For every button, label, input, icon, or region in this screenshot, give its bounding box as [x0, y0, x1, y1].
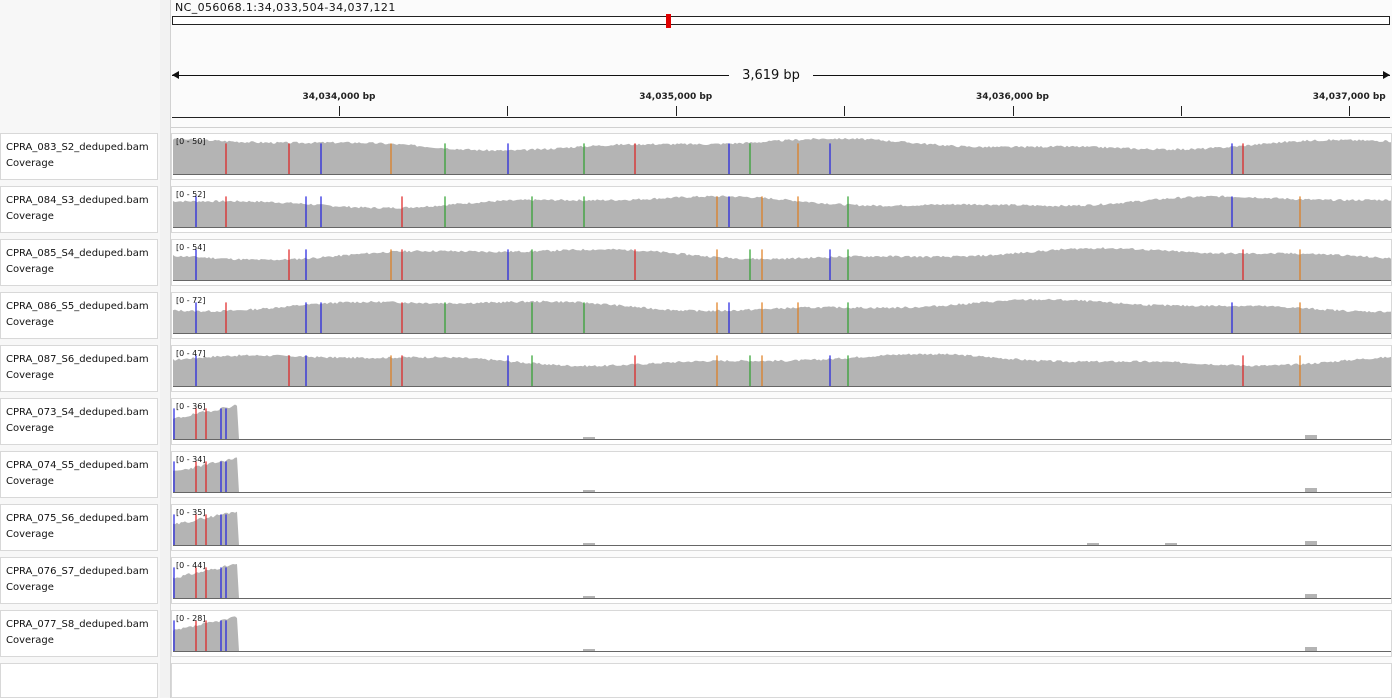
- coverage-blip: [583, 649, 595, 651]
- locus-label: NC_056068.1:34,033,504-34,037,121: [175, 1, 396, 14]
- empty-name-area: [0, 663, 158, 698]
- track-name-row[interactable]: CPRA_074_S5_deduped.bam Coverage: [0, 451, 158, 498]
- coverage-blip: [1305, 594, 1317, 598]
- track-name-row[interactable]: CPRA_085_S4_deduped.bam Coverage: [0, 239, 158, 286]
- track-name-label: CPRA_073_S4_deduped.bam Coverage: [6, 407, 149, 434]
- coverage-track[interactable]: [0 - 35]: [171, 504, 1392, 551]
- coverage-track[interactable]: [0 - 28]: [171, 610, 1392, 657]
- data-range-label: [0 - 36]: [176, 402, 206, 411]
- track-name-label: CPRA_086_S5_deduped.bam Coverage: [6, 301, 149, 328]
- data-range-label: [0 - 72]: [176, 296, 206, 305]
- coverage-plot: [173, 564, 1391, 599]
- coverage-area: [173, 195, 1391, 227]
- coverage-plot: [173, 457, 1391, 493]
- ruler-tick: [844, 106, 846, 116]
- coverage-track[interactable]: [0 - 50]: [171, 133, 1392, 180]
- coverage-blip: [583, 490, 595, 492]
- ruler-tick-label: 34,036,000 bp: [976, 92, 1049, 102]
- track-name-label: CPRA_084_S3_deduped.bam Coverage: [6, 195, 149, 222]
- data-range-label: [0 - 50]: [176, 137, 206, 146]
- ruler-tick-label: 34,037,000 bp: [1312, 92, 1386, 102]
- coverage-blip: [1165, 543, 1177, 545]
- coverage-plot: [173, 353, 1391, 387]
- coverage-plot: [173, 138, 1391, 175]
- coverage-blip: [1305, 647, 1317, 651]
- track-name-row[interactable]: CPRA_076_S7_deduped.bam Coverage: [0, 557, 158, 604]
- coverage-plot: [173, 404, 1391, 440]
- coverage-track[interactable]: [0 - 47]: [171, 345, 1392, 392]
- ruler-baseline: [172, 117, 1390, 118]
- data-range-label: [0 - 44]: [176, 561, 206, 570]
- track-name-label: CPRA_083_S2_deduped.bam Coverage: [6, 142, 149, 169]
- coverage-plot: [173, 298, 1391, 334]
- coverage-area: [173, 616, 1391, 651]
- coverage-blip: [583, 596, 595, 598]
- right-arrow-icon: [1383, 71, 1390, 79]
- coverage-plot: [173, 511, 1391, 546]
- track-name-row[interactable]: CPRA_075_S6_deduped.bam Coverage: [0, 504, 158, 551]
- coverage-blip: [583, 437, 595, 439]
- coverage-plot: [173, 247, 1391, 281]
- data-range-label: [0 - 28]: [176, 614, 206, 623]
- track-name-row[interactable]: CPRA_083_S2_deduped.bam Coverage: [0, 133, 158, 180]
- data-range-label: [0 - 35]: [176, 508, 206, 517]
- data-panel: NC_056068.1:34,033,504-34,037,121 3,619 …: [171, 0, 1392, 698]
- ruler-tick: [1349, 106, 1351, 116]
- coverage-blip: [1305, 488, 1317, 492]
- track-name-label: CPRA_076_S7_deduped.bam Coverage: [6, 566, 149, 593]
- ruler-tick: [507, 106, 509, 116]
- coverage-blip: [1305, 435, 1317, 439]
- coverage-track[interactable]: [0 - 34]: [171, 451, 1392, 498]
- ruler-tick: [339, 106, 341, 116]
- current-region-marker: [666, 14, 671, 28]
- ruler-tick: [1180, 106, 1182, 116]
- track-name-label: CPRA_085_S4_deduped.bam Coverage: [6, 248, 149, 275]
- coverage-track[interactable]: [0 - 72]: [171, 292, 1392, 339]
- ruler-tick-label: 34,035,000 bp: [639, 92, 713, 102]
- chromosome-ideogram[interactable]: [172, 14, 1390, 28]
- data-range-label: [0 - 54]: [176, 243, 206, 252]
- data-range-label: [0 - 34]: [176, 455, 206, 464]
- track-name-row[interactable]: CPRA_087_S6_deduped.bam Coverage: [0, 345, 158, 392]
- ruler-tick: [675, 106, 677, 116]
- empty-track-area: [171, 663, 1392, 698]
- left-arrow-icon: [172, 71, 179, 79]
- track-name-label: CPRA_075_S6_deduped.bam Coverage: [6, 513, 149, 540]
- track-name-row[interactable]: CPRA_077_S8_deduped.bam Coverage: [0, 610, 158, 657]
- panel-divider[interactable]: [160, 0, 171, 698]
- coverage-area: [173, 353, 1391, 386]
- ruler-tick-label: 34,034,000 bp: [302, 92, 376, 102]
- coverage-area: [173, 564, 1391, 598]
- coverage-plot: [173, 616, 1391, 652]
- track-name-row[interactable]: CPRA_073_S4_deduped.bam Coverage: [0, 398, 158, 445]
- coverage-blip: [1087, 543, 1099, 545]
- data-range-label: [0 - 47]: [176, 349, 206, 358]
- coverage-area: [173, 247, 1391, 280]
- track-name-label: CPRA_074_S5_deduped.bam Coverage: [6, 460, 149, 487]
- coverage-track[interactable]: [0 - 36]: [171, 398, 1392, 445]
- data-range-label: [0 - 52]: [176, 190, 206, 199]
- coverage-area: [173, 298, 1391, 333]
- track-name-row[interactable]: CPRA_084_S3_deduped.bam Coverage: [0, 186, 158, 233]
- span-label: 3,619 bp: [729, 68, 813, 83]
- coverage-plot: [173, 195, 1391, 228]
- coverage-blip: [1305, 541, 1317, 545]
- track-name-label: CPRA_087_S6_deduped.bam Coverage: [6, 354, 149, 381]
- coverage-track[interactable]: [0 - 54]: [171, 239, 1392, 286]
- coverage-track[interactable]: [0 - 44]: [171, 557, 1392, 604]
- coverage-area: [173, 138, 1391, 174]
- track-name-label: CPRA_077_S8_deduped.bam Coverage: [6, 619, 149, 646]
- ruler-panel: NC_056068.1:34,033,504-34,037,121 3,619 …: [171, 0, 1392, 128]
- coverage-area: [173, 457, 1391, 492]
- coverage-area: [173, 404, 1391, 439]
- coverage-blip: [583, 543, 595, 545]
- track-name-row[interactable]: CPRA_086_S5_deduped.bam Coverage: [0, 292, 158, 339]
- coverage-track[interactable]: [0 - 52]: [171, 186, 1392, 233]
- ruler-tick: [1012, 106, 1014, 116]
- coverage-area: [173, 511, 1391, 545]
